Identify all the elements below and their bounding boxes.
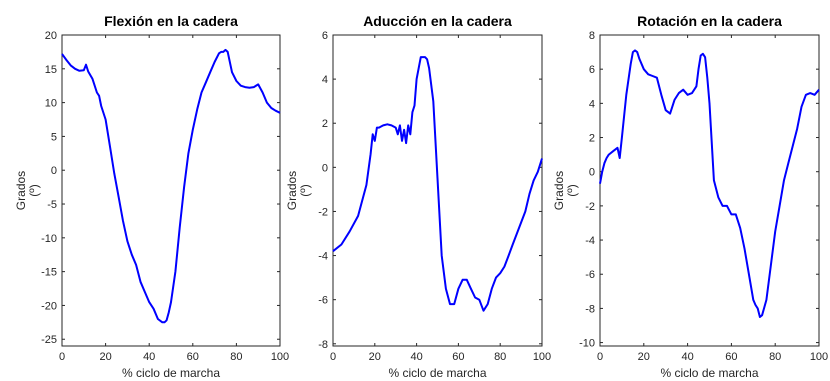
y-axis-label: Grados xyxy=(552,171,566,210)
y-tick-label: -5 xyxy=(47,199,57,211)
x-tick-label: 60 xyxy=(452,351,464,363)
y-tick-label: 0 xyxy=(51,165,57,177)
y-tick-label: -10 xyxy=(579,338,595,350)
y-tick-label: -6 xyxy=(318,295,328,307)
x-tick-label: 0 xyxy=(330,351,336,363)
x-tick-label: 80 xyxy=(230,351,242,363)
y-tick-label: 0 xyxy=(322,162,328,174)
y-tick-label: -25 xyxy=(41,334,57,346)
y-tick-label: -4 xyxy=(318,251,328,263)
x-tick-label: 100 xyxy=(533,351,551,363)
y-axis-unit-label: (º) xyxy=(27,184,41,196)
y-tick-label: -8 xyxy=(585,303,595,315)
y-tick-label: 2 xyxy=(589,133,595,145)
series-line xyxy=(599,49,820,318)
y-tick-label: -15 xyxy=(41,267,57,279)
x-tick-label: 40 xyxy=(143,351,155,363)
x-tick-label: 40 xyxy=(410,351,422,363)
chart-title: Rotación en la cadera xyxy=(637,13,782,29)
y-tick-label: 2 xyxy=(322,118,328,130)
x-tick-label: 60 xyxy=(187,351,199,363)
y-tick-label: -2 xyxy=(585,201,595,213)
chart-title: Aducción en la cadera xyxy=(363,13,512,29)
y-axis-unit-label: (º) xyxy=(565,184,579,196)
y-tick-label: 6 xyxy=(589,64,595,76)
series-line xyxy=(61,48,281,324)
y-tick-label: 4 xyxy=(589,98,595,110)
x-tick-label: 20 xyxy=(369,351,381,363)
y-tick-label: 20 xyxy=(45,30,57,42)
x-tick-label: 80 xyxy=(769,351,781,363)
y-tick-label: 4 xyxy=(322,74,328,86)
y-tick-label: -6 xyxy=(585,269,595,281)
x-tick-label: 100 xyxy=(271,351,289,363)
x-tick-label: 0 xyxy=(59,351,65,363)
y-tick-label: 10 xyxy=(45,98,57,110)
x-axis-label: % ciclo de marcha xyxy=(122,366,220,380)
y-tick-label: 0 xyxy=(589,167,595,179)
x-axis-label: % ciclo de marcha xyxy=(388,366,486,380)
y-tick-label: -20 xyxy=(41,300,57,312)
x-tick-label: 80 xyxy=(494,351,506,363)
y-axis-label: Grados xyxy=(14,171,28,210)
x-tick-label: 20 xyxy=(638,351,650,363)
chart-title: Flexión en la cadera xyxy=(104,13,238,29)
y-axis-unit-label: (º) xyxy=(298,184,312,196)
y-tick-label: 8 xyxy=(589,30,595,42)
chart-panel-1: Flexión en la cadera 0 20 40 60 80 100 20 15 10 5 0… xyxy=(14,13,289,380)
y-tick-label: -2 xyxy=(318,206,328,218)
y-axis-label: Grados xyxy=(285,171,299,210)
y-tick-label: 5 xyxy=(51,131,57,143)
y-tick-label: -8 xyxy=(318,339,328,351)
x-tick-label: 0 xyxy=(597,351,603,363)
x-tick-label: 20 xyxy=(99,351,111,363)
x-tick-label: 40 xyxy=(681,351,693,363)
y-tick-label: 15 xyxy=(45,64,57,76)
y-tick-label: -10 xyxy=(41,233,57,245)
x-tick-label: 60 xyxy=(725,351,737,363)
plot-area-frame xyxy=(599,34,820,347)
y-tick-label: -4 xyxy=(585,235,595,247)
series-line xyxy=(332,56,543,312)
x-axis-label: % ciclo de marcha xyxy=(660,366,758,380)
x-tick-label: 100 xyxy=(810,351,828,363)
y-tick-label: 6 xyxy=(322,30,328,42)
